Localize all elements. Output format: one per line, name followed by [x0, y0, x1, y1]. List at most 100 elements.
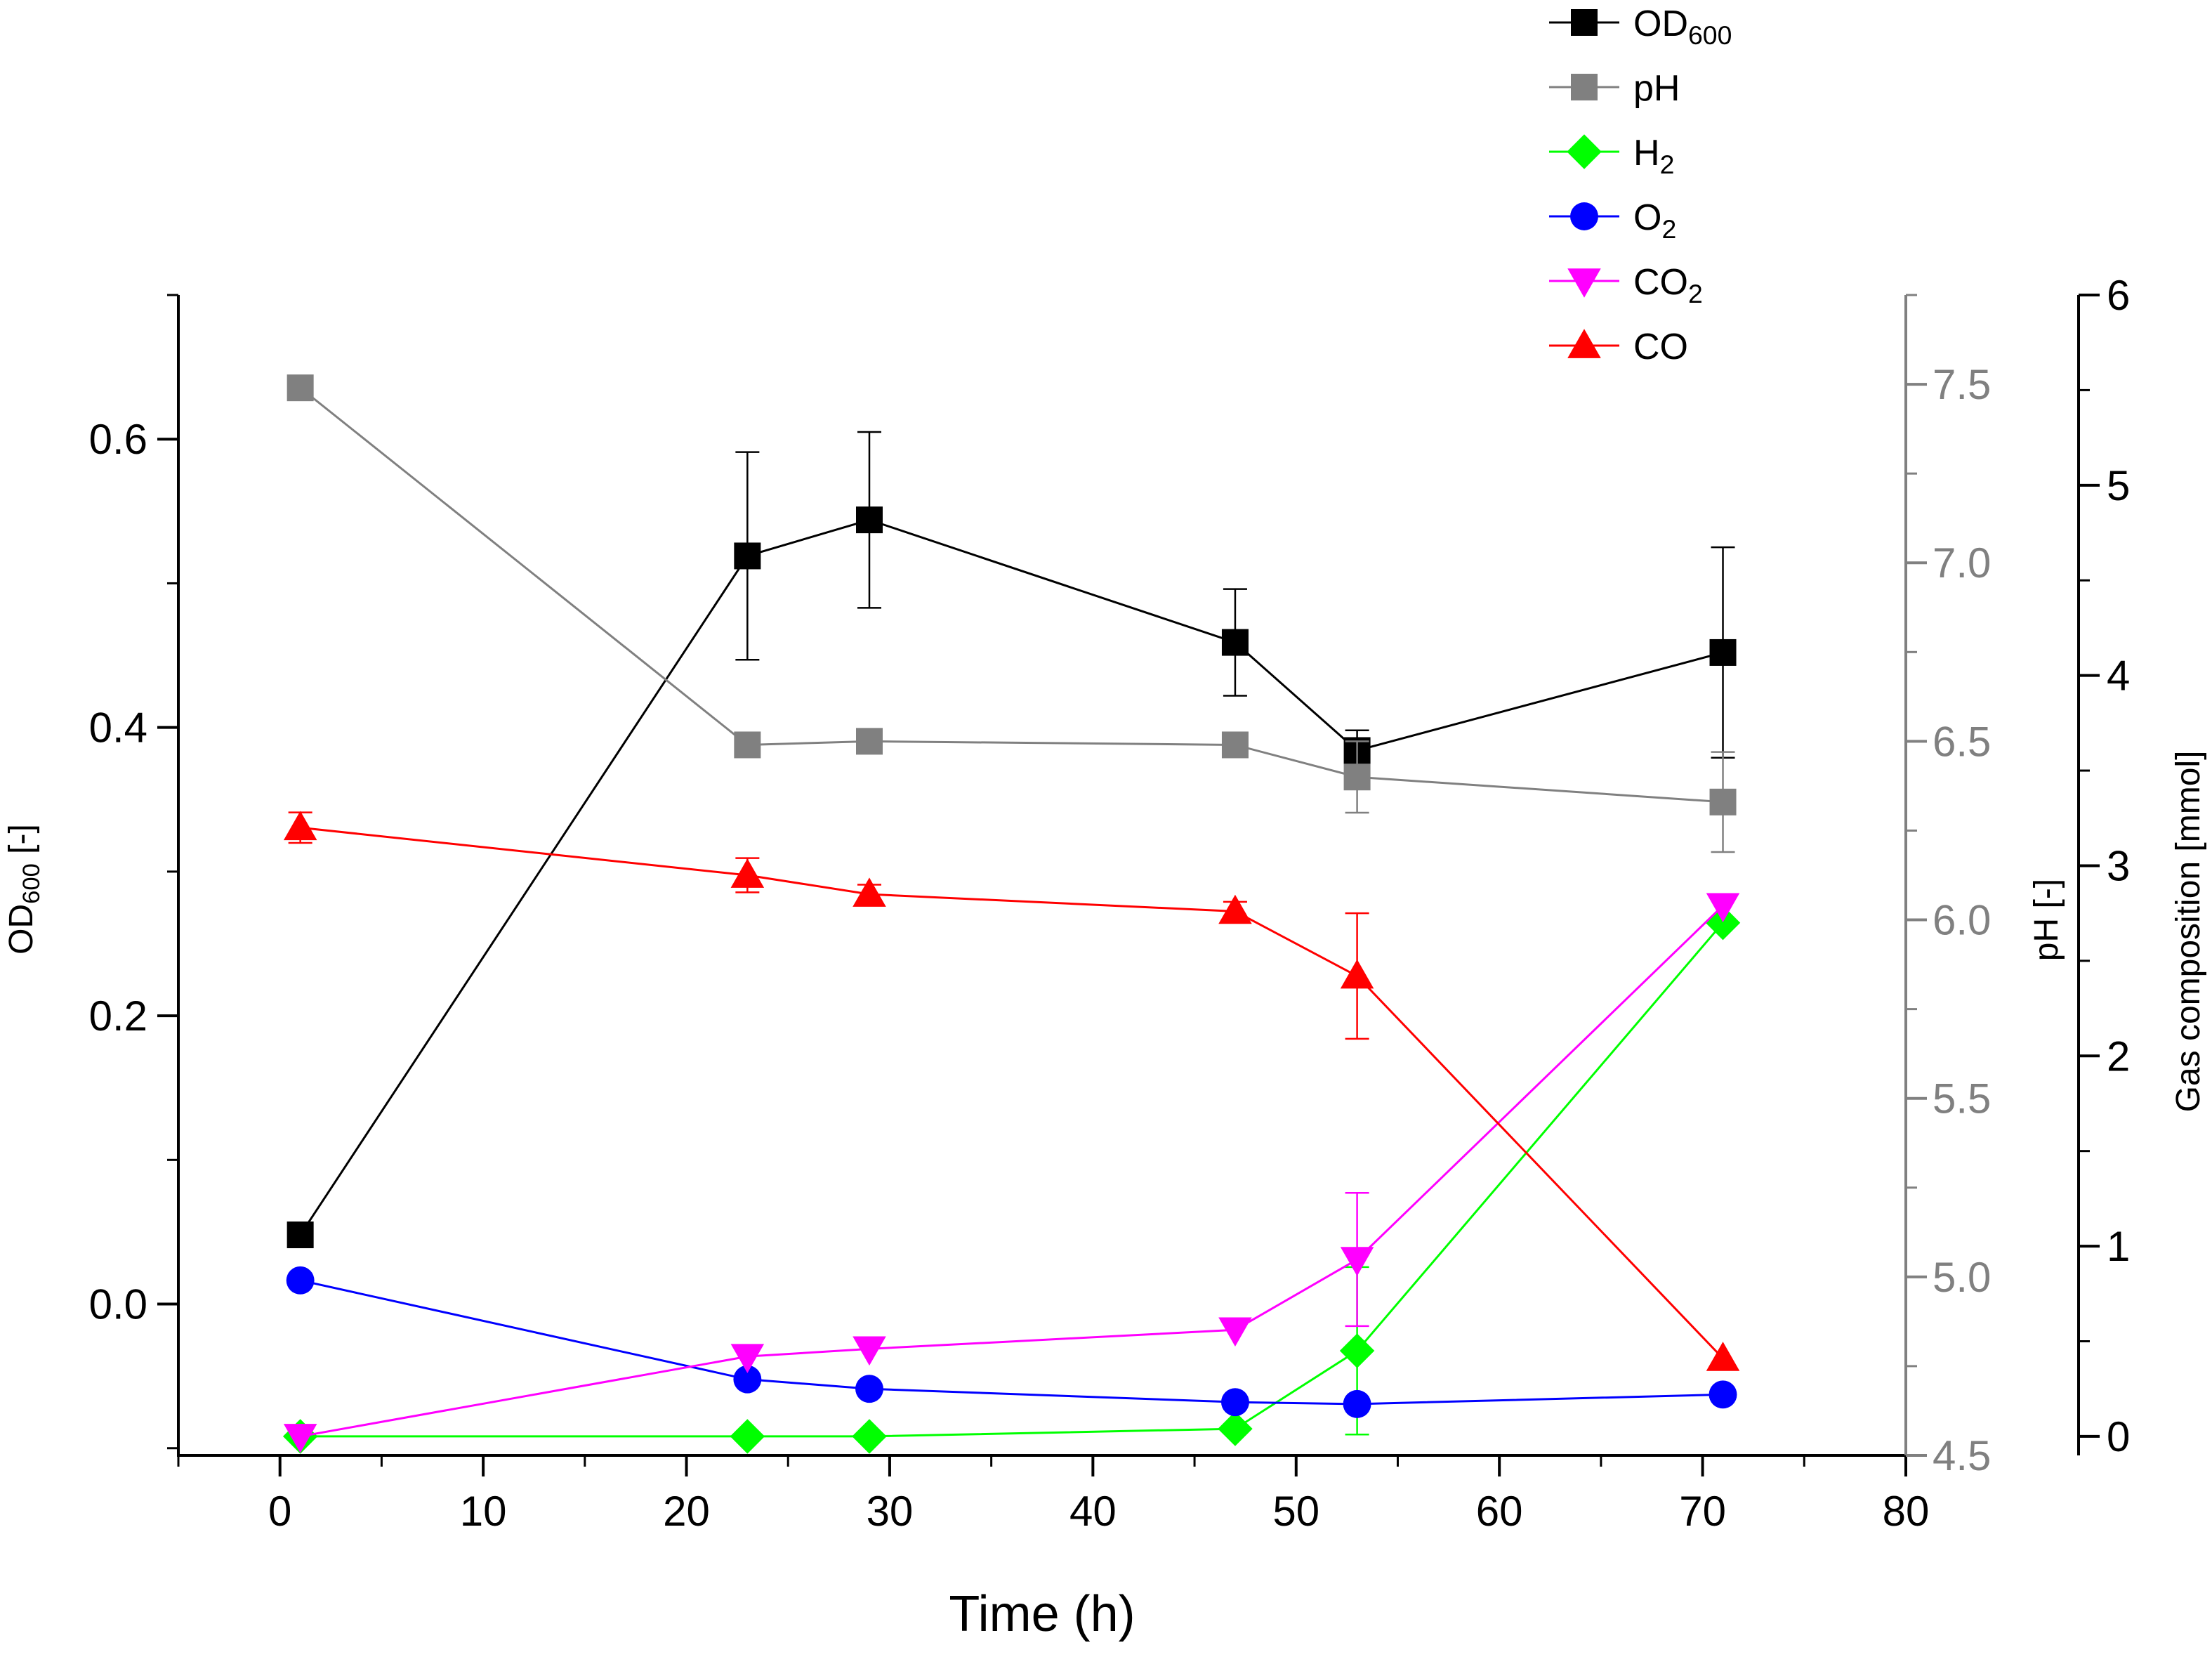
legend-label: OD600: [1633, 4, 1732, 50]
series-ph: [287, 374, 1737, 853]
y-axis-ph: 4.5 5.0 5.5 6.0 6.5 7.0 7.5: [1904, 294, 1991, 1479]
series-line-od600: [299, 518, 1723, 1236]
data-point-co2: [283, 1424, 317, 1453]
data-point-co2: [1340, 1247, 1374, 1276]
data-point-o2: [733, 1365, 762, 1394]
x-tick-label: 80: [1883, 1488, 1930, 1535]
x-tick-label: 60: [1476, 1488, 1523, 1535]
axes-frame: [177, 295, 1906, 1457]
x-tick-label: 70: [1679, 1488, 1726, 1535]
legend-marker: [1571, 74, 1598, 100]
x-axis: 0 10 20 30 40 50 60 70 80: [177, 1455, 1930, 1535]
data-point-co2: [852, 1336, 886, 1366]
data-point-co2: [1218, 1317, 1252, 1347]
legend-marker: [1567, 134, 1602, 169]
data-point-od600: [1221, 629, 1249, 656]
x-tick-label: 50: [1272, 1488, 1319, 1535]
y-gas-tick-label: 4: [2107, 653, 2130, 700]
legend-item-co: CO: [1549, 327, 1688, 367]
x-tick-label: 0: [268, 1488, 291, 1535]
data-point-od600: [287, 1222, 314, 1249]
y-gas-tick-label: 6: [2107, 272, 2130, 319]
x-tick-label: 30: [867, 1488, 914, 1535]
data-point-h2: [730, 1419, 765, 1454]
data-point-co: [730, 858, 765, 888]
data-point-ph: [1709, 788, 1737, 816]
data-point-co2: [1706, 893, 1740, 923]
y-axis-od600-title-suffix: [-]: [3, 824, 40, 863]
data-point-ph: [856, 728, 883, 755]
series-line-o2: [300, 1279, 1723, 1406]
y-axis-od600-title-sub: 600: [18, 863, 45, 904]
y-od600-tick-label: 0.6: [89, 416, 147, 463]
x-axis-title: Time (h): [949, 1586, 1135, 1642]
legend-label: CO2: [1633, 262, 1703, 308]
y-axis-od600: 0.0 0.2 0.4 0.6: [89, 294, 178, 1450]
data-point-o2: [286, 1266, 315, 1295]
x-tick-label: 40: [1069, 1488, 1117, 1535]
legend-item-o2: O2: [1549, 197, 1676, 244]
series-line-co2: [300, 905, 1724, 1438]
y-axis-od600-title-main: OD: [3, 904, 40, 955]
y-gas-tick-label: 1: [2107, 1223, 2130, 1270]
x-tick-label: 10: [460, 1488, 507, 1535]
data-point-o2: [855, 1375, 883, 1403]
y-ph-tick-label: 6.0: [1933, 897, 1991, 944]
y-ph-tick-label: 7.5: [1933, 361, 1991, 408]
legend-item-co2: CO2: [1549, 262, 1703, 308]
data-point-od600: [856, 506, 883, 534]
data-point-co: [1706, 1342, 1740, 1371]
data-point-co: [1218, 894, 1252, 924]
data-point-h2: [1218, 1411, 1253, 1446]
data-point-o2: [1709, 1380, 1737, 1409]
series-co2: [283, 893, 1740, 1453]
y-axis-gas-composition: 0 1 2 3 4 5 6: [2077, 272, 2130, 1460]
series-h2: [282, 905, 1741, 1454]
series-line-ph: [299, 386, 1723, 804]
y-ph-tick-label: 7.0: [1933, 539, 1991, 587]
legend-label: CO: [1633, 327, 1688, 367]
series-layer: [282, 374, 1741, 1454]
data-point-co: [283, 811, 317, 841]
series-line-co: [300, 826, 1724, 1359]
y-ph-tick-label: 4.5: [1933, 1432, 1991, 1479]
legend-item-ph: pH: [1549, 68, 1680, 109]
legend-marker: [1567, 329, 1601, 358]
data-point-o2: [1220, 1388, 1249, 1417]
y-od600-tick-label: 0.2: [89, 993, 147, 1040]
legend-label: pH: [1633, 68, 1680, 109]
data-point-ph: [734, 731, 761, 759]
y-axis-gas-title: Gas composition [mmol]: [2170, 751, 2207, 1113]
data-point-h2: [1339, 1333, 1375, 1368]
legend-marker: [1567, 268, 1601, 298]
series-o2: [286, 1266, 1737, 1418]
data-point-od600: [734, 542, 761, 570]
y-gas-tick-label: 5: [2107, 462, 2130, 509]
y-gas-tick-label: 2: [2107, 1033, 2130, 1080]
legend-label: H2: [1633, 133, 1674, 179]
data-point-co: [1340, 959, 1374, 989]
y-ph-tick-label: 5.0: [1933, 1254, 1991, 1301]
series-co: [283, 811, 1740, 1371]
y-ph-tick-label: 5.5: [1933, 1075, 1991, 1122]
data-point-co2: [730, 1344, 765, 1373]
legend-marker: [1570, 202, 1598, 230]
x-tick-label: 20: [663, 1488, 710, 1535]
legend: OD600 pH H2 O2 CO2 CO: [1549, 4, 1732, 367]
series-line-h2: [300, 922, 1724, 1438]
y-axis-ph-title: pH [-]: [2028, 879, 2065, 961]
legend-item-h2: H2: [1549, 133, 1674, 179]
data-point-o2: [1343, 1389, 1371, 1418]
y-axis-od600-title: OD600 [-]: [3, 824, 45, 955]
legend-label: O2: [1633, 197, 1676, 244]
legend-marker: [1571, 9, 1598, 36]
y-od600-tick-label: 0.4: [89, 705, 147, 752]
y-od600-tick-label: 0.0: [89, 1281, 147, 1328]
data-point-ph: [1221, 731, 1249, 759]
data-point-ph: [1343, 764, 1371, 791]
y-ph-tick-label: 6.5: [1933, 718, 1991, 765]
data-point-co: [852, 877, 886, 907]
y-gas-tick-label: 3: [2107, 842, 2130, 889]
data-point-ph: [287, 374, 314, 402]
